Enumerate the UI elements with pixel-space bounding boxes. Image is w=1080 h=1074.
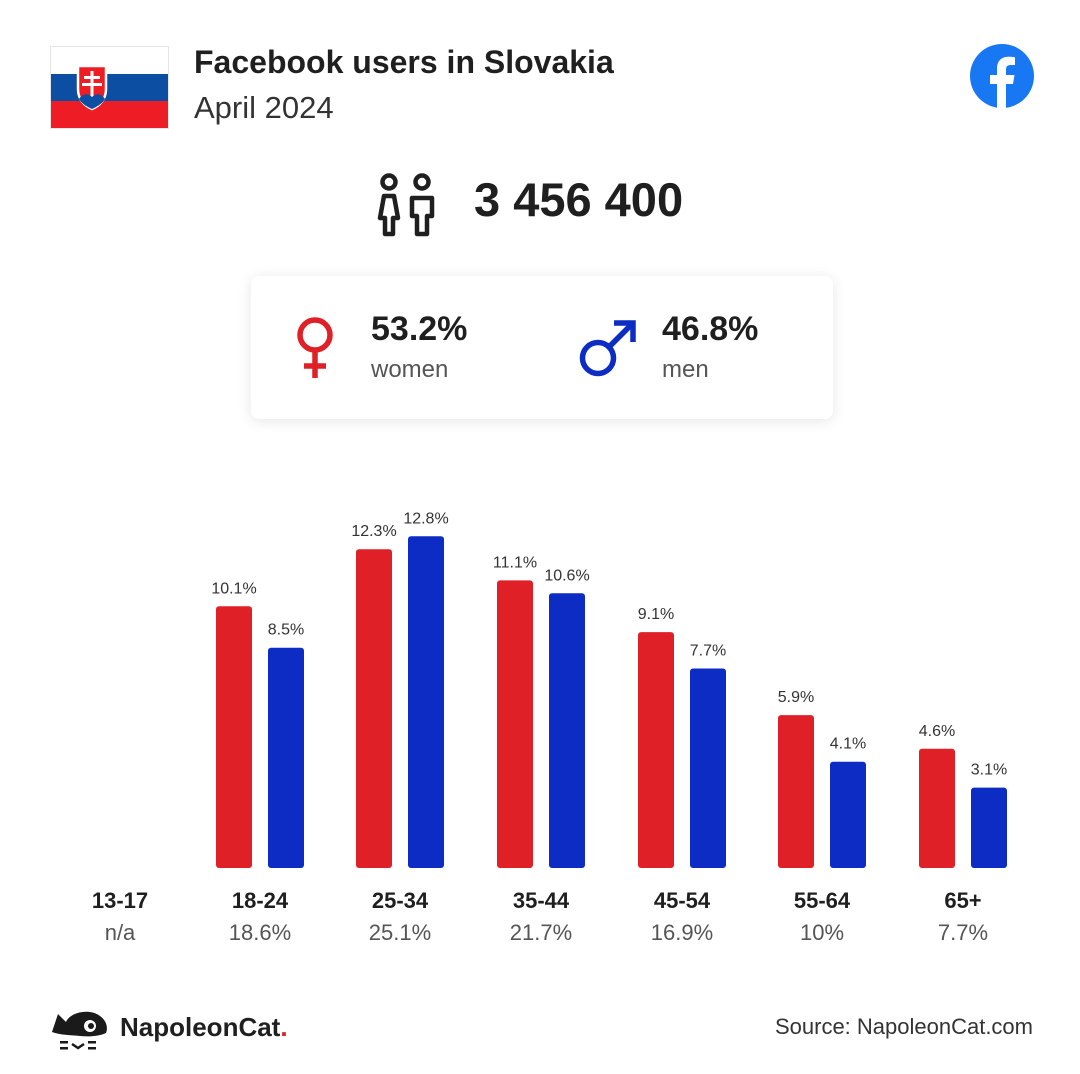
category-total-25-34: 25.1% bbox=[369, 920, 431, 945]
bar-women-55-64 bbox=[778, 715, 814, 868]
category-label-35-44: 35-44 bbox=[513, 888, 570, 913]
data-label-women-25-34: 12.3% bbox=[351, 523, 396, 540]
gender-split-card bbox=[251, 276, 833, 419]
category-label-18-24: 18-24 bbox=[232, 888, 289, 913]
category-label-13-17: 13-17 bbox=[92, 888, 148, 913]
category-total-18-24: 18.6% bbox=[229, 920, 291, 945]
total-users-count: 3 456 400 bbox=[474, 173, 684, 226]
page-subtitle: April 2024 bbox=[194, 90, 334, 125]
bar-men-55-64 bbox=[830, 761, 866, 868]
data-label-men-25-34: 12.8% bbox=[403, 510, 448, 527]
source-credit: Source: NapoleonCat.com bbox=[774, 1014, 1033, 1039]
bar-men-65+ bbox=[971, 787, 1007, 868]
data-label-women-55-64: 5.9% bbox=[778, 689, 814, 706]
women-percentage: 53.2% bbox=[371, 310, 468, 348]
bar-women-65+ bbox=[919, 748, 955, 868]
bar-women-35-44 bbox=[497, 580, 533, 868]
category-label-55-64: 55-64 bbox=[794, 888, 851, 913]
bar-men-35-44 bbox=[549, 593, 585, 868]
brand-name: NapoleonCat. bbox=[120, 1012, 288, 1043]
category-label-25-34: 25-34 bbox=[372, 888, 429, 913]
bar-men-25-34 bbox=[408, 536, 444, 868]
category-total-35-44: 21.7% bbox=[510, 920, 572, 945]
category-total-45-54: 16.9% bbox=[651, 920, 713, 945]
men-percentage: 46.8% bbox=[662, 310, 759, 348]
slovakia-flag-icon bbox=[51, 47, 168, 128]
napoleoncat-logo-icon bbox=[52, 1011, 107, 1050]
data-label-men-35-44: 10.6% bbox=[544, 567, 589, 584]
male-symbol-icon bbox=[579, 320, 636, 377]
page-title: Facebook users in Slovakia bbox=[194, 44, 614, 80]
bar-men-45-54 bbox=[690, 668, 726, 868]
facebook-logo-icon bbox=[970, 44, 1034, 108]
category-total-65+: 7.7% bbox=[938, 920, 988, 945]
brand-dot: . bbox=[280, 1012, 288, 1042]
brand-name-text: NapoleonCat bbox=[120, 1012, 281, 1042]
data-label-women-45-54: 9.1% bbox=[638, 606, 674, 623]
female-symbol-icon bbox=[297, 317, 333, 378]
bar-women-18-24 bbox=[216, 606, 252, 868]
women-label: women bbox=[371, 356, 449, 383]
data-label-women-18-24: 10.1% bbox=[211, 580, 256, 597]
data-label-men-45-54: 7.7% bbox=[690, 642, 726, 659]
data-label-women-65+: 4.6% bbox=[919, 723, 955, 740]
bar-women-25-34 bbox=[356, 549, 392, 868]
category-label-65+: 65+ bbox=[944, 888, 981, 913]
category-label-45-54: 45-54 bbox=[654, 888, 711, 913]
category-total-55-64: 10% bbox=[800, 920, 844, 945]
data-label-men-65+: 3.1% bbox=[971, 762, 1007, 779]
category-total-13-17: n/a bbox=[105, 920, 136, 945]
users-icon bbox=[377, 173, 435, 237]
data-label-men-55-64: 4.1% bbox=[830, 736, 866, 753]
bar-men-18-24 bbox=[268, 647, 304, 868]
data-label-men-18-24: 8.5% bbox=[268, 622, 304, 639]
bar-women-45-54 bbox=[638, 632, 674, 868]
men-label: men bbox=[662, 356, 709, 383]
data-label-women-35-44: 11.1% bbox=[493, 554, 537, 571]
age-gender-bar-chart: 13-17 n/a 10.1% 8.5% 18-24 18.6% 12.3% 12.8% 25-… bbox=[92, 510, 1007, 945]
